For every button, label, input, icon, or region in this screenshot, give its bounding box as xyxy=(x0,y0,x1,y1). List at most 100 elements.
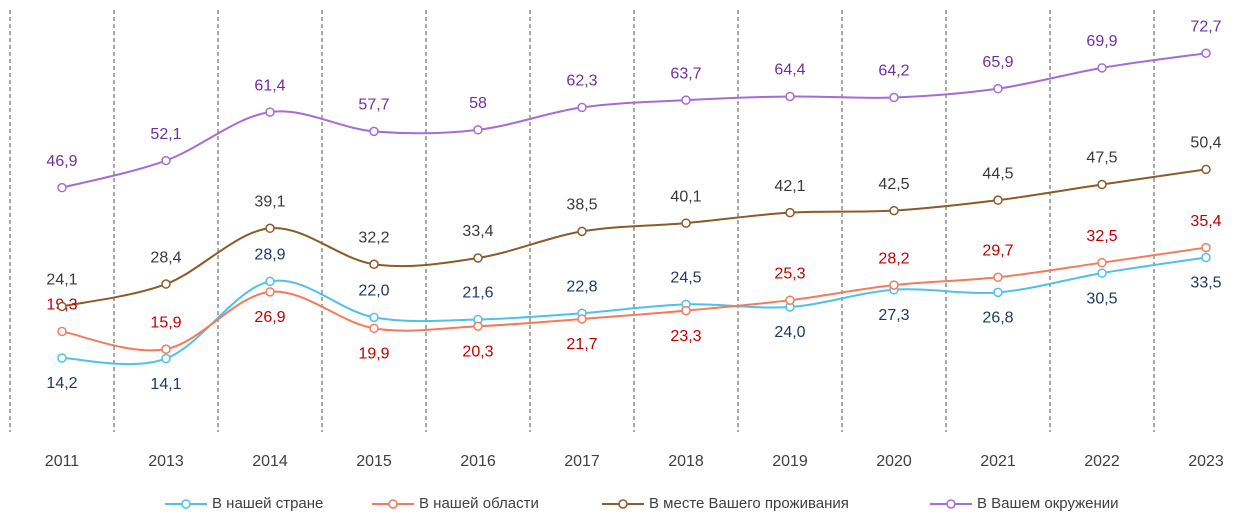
data-label: 26,8 xyxy=(982,310,1013,327)
data-label: 21,7 xyxy=(566,336,597,353)
data-label: 29,7 xyxy=(982,242,1013,259)
data-point xyxy=(993,83,1003,94)
x-tick-label: 2015 xyxy=(356,453,392,470)
data-label: 30,5 xyxy=(1086,290,1117,307)
data-point xyxy=(577,102,587,113)
data-point xyxy=(265,276,275,287)
data-point xyxy=(577,314,587,324)
data-point xyxy=(785,295,795,305)
x-tick-label: 2023 xyxy=(1188,453,1224,470)
data-label: 28,9 xyxy=(254,247,285,264)
data-label: 15,9 xyxy=(150,314,181,331)
data-label: 28,2 xyxy=(878,250,909,267)
data-point xyxy=(369,259,379,269)
data-point xyxy=(1097,268,1107,278)
data-label: 52,1 xyxy=(150,126,181,143)
x-tick-label: 2016 xyxy=(460,453,496,470)
data-point xyxy=(1097,257,1107,268)
data-point xyxy=(1097,179,1107,190)
legend-swatch-marker xyxy=(618,499,628,509)
x-tick-label: 2022 xyxy=(1084,453,1120,470)
data-point xyxy=(577,226,587,237)
data-label: 44,5 xyxy=(982,165,1013,182)
data-point xyxy=(161,155,171,166)
data-label: 50,4 xyxy=(1190,135,1221,152)
data-point xyxy=(369,323,379,334)
legend-label: В нашей области xyxy=(419,495,539,512)
data-point xyxy=(785,91,795,102)
data-label: 26,9 xyxy=(254,309,285,326)
data-label: 21,6 xyxy=(462,285,493,302)
series-line xyxy=(61,256,1207,366)
data-label: 27,3 xyxy=(878,307,909,324)
data-label: 64,2 xyxy=(878,63,909,80)
data-label: 35,4 xyxy=(1190,213,1221,230)
x-tick-label: 2021 xyxy=(980,453,1016,470)
data-label: 42,1 xyxy=(774,178,805,195)
data-label: 24,0 xyxy=(774,324,805,341)
x-tick-label: 2011 xyxy=(45,453,80,470)
data-point xyxy=(265,223,275,234)
series-line xyxy=(61,168,1207,308)
data-point xyxy=(889,92,899,103)
legend-label: В месте Вашего проживания xyxy=(649,495,849,512)
data-point xyxy=(57,353,67,363)
data-label: 28,4 xyxy=(150,249,181,266)
series-line xyxy=(61,246,1207,352)
data-point xyxy=(265,107,275,117)
data-point xyxy=(473,125,483,135)
data-label: 33,4 xyxy=(462,223,493,240)
x-tick-label: 2019 xyxy=(772,453,808,470)
data-point xyxy=(993,272,1003,283)
data-label: 32,5 xyxy=(1086,228,1117,245)
data-point xyxy=(1097,63,1107,73)
data-point xyxy=(1201,48,1211,58)
data-label: 32,2 xyxy=(358,229,389,246)
data-point xyxy=(785,207,795,218)
data-point xyxy=(161,344,171,354)
data-point xyxy=(681,305,691,316)
data-label: 42,5 xyxy=(878,176,909,193)
x-tick-label: 2014 xyxy=(252,453,288,470)
data-label: 39,1 xyxy=(254,194,285,211)
data-point xyxy=(1201,242,1211,253)
data-label: 63,7 xyxy=(670,65,701,82)
data-point xyxy=(369,126,379,137)
legend-swatch-marker xyxy=(946,499,956,509)
x-tick-label: 2020 xyxy=(876,453,912,470)
data-label: 38,5 xyxy=(566,197,597,214)
data-label: 24,1 xyxy=(46,272,77,289)
data-point xyxy=(161,279,171,289)
data-label: 22,0 xyxy=(358,283,389,300)
data-point xyxy=(993,287,1003,298)
data-label: 14,2 xyxy=(46,375,77,392)
data-point xyxy=(161,353,171,364)
data-label: 22,8 xyxy=(566,278,597,295)
data-point xyxy=(369,312,379,323)
data-point xyxy=(265,287,275,297)
data-label: 65,9 xyxy=(982,54,1013,71)
data-label: 14,1 xyxy=(150,376,181,393)
data-label: 57,7 xyxy=(358,97,389,114)
data-point xyxy=(57,301,67,312)
data-point xyxy=(57,326,67,337)
x-tick-label: 2017 xyxy=(564,453,600,470)
data-point xyxy=(993,195,1003,205)
data-label: 19,9 xyxy=(358,346,389,363)
legend-swatch-marker xyxy=(388,499,398,509)
data-label: 46,9 xyxy=(46,153,77,170)
data-label: 20,3 xyxy=(462,343,493,360)
data-point xyxy=(473,253,483,263)
data-label: 58 xyxy=(469,95,487,112)
legend-label: В нашей стране xyxy=(212,495,323,512)
data-label: 62,3 xyxy=(566,73,597,90)
x-tick-label: 2013 xyxy=(148,453,184,470)
data-point xyxy=(681,218,691,228)
data-label: 61,4 xyxy=(254,77,285,94)
data-label: 64,4 xyxy=(774,62,805,79)
series-line xyxy=(61,52,1207,189)
legend-swatch-marker xyxy=(181,499,191,509)
data-point xyxy=(1201,164,1211,175)
data-point xyxy=(57,182,67,193)
